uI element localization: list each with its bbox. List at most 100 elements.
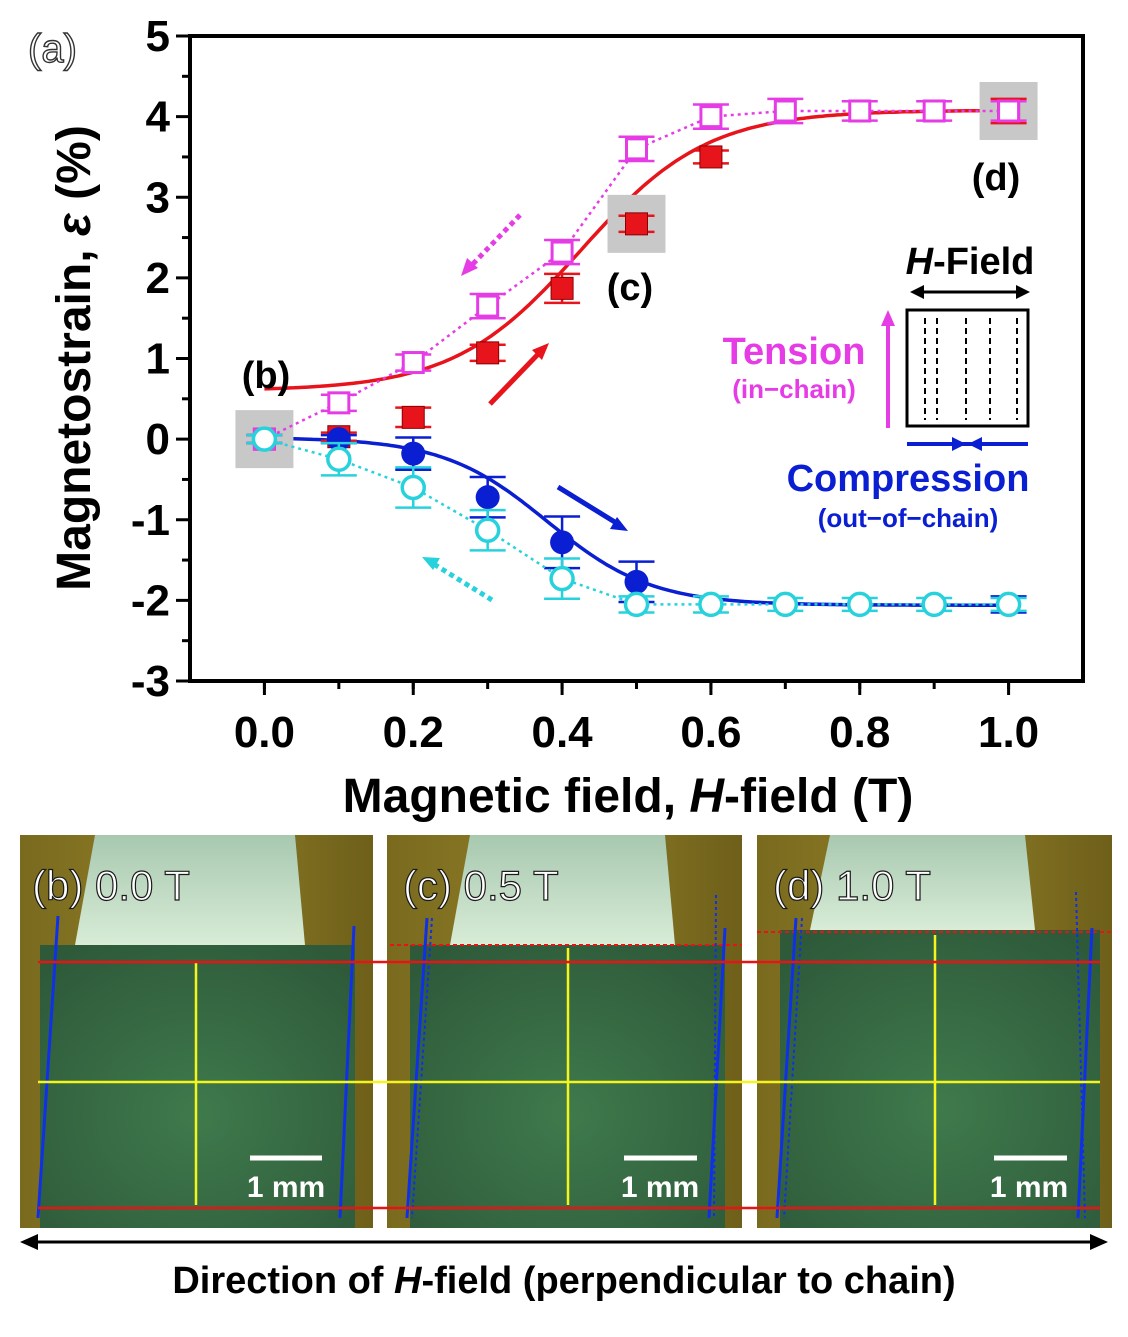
- data-point: [251, 426, 278, 452]
- data-point: [476, 294, 500, 318]
- data-point: [550, 276, 574, 300]
- photo-c-blue-left: [405, 917, 429, 1219]
- y-tick-label: 3: [146, 173, 170, 222]
- data-point: [401, 441, 426, 466]
- photo-b-blue-left: [36, 915, 60, 1219]
- data-point: [699, 145, 723, 169]
- data-point: [922, 99, 946, 123]
- point-label-c: (c): [607, 267, 653, 309]
- data-point: [326, 427, 351, 452]
- point-label-b: (b): [242, 355, 291, 397]
- photo-c-top-plate: [450, 835, 675, 945]
- arrow-compression-increasing: [556, 484, 620, 527]
- data-point: [623, 591, 650, 618]
- inset-compression-head-left: [952, 437, 966, 451]
- data-point: [773, 99, 797, 123]
- y-tick-label: -2: [131, 576, 170, 625]
- inset-tension-arrow-head: [881, 310, 895, 326]
- point-label-d: (d): [972, 157, 1021, 199]
- data-point: [921, 591, 947, 618]
- photo-c-blue-left-dotted: [411, 917, 433, 1219]
- arrow-tension-decreasing-head: [461, 258, 478, 276]
- arrow-compression-decreasing-head: [422, 557, 440, 570]
- x-tick-label: 0.0: [234, 708, 295, 757]
- data-point: [772, 591, 799, 618]
- data-point: [475, 485, 500, 510]
- y-tick-label: 1: [146, 335, 170, 384]
- direction-arrow-left-head: [20, 1234, 38, 1250]
- photo-d-blue-right-dotted: [1075, 891, 1086, 1219]
- photo-d-sample: [780, 930, 1100, 1228]
- data-point: [401, 351, 425, 375]
- data-point: [847, 591, 873, 618]
- x-axis-label: Magnetic field, H-field (T): [343, 770, 914, 823]
- inset-chain-lines: [924, 318, 1018, 420]
- photo-b-sample: [40, 945, 355, 1228]
- photo-c-label: (c) 0.5 T: [403, 862, 559, 909]
- y-tick-label: 2: [146, 254, 170, 303]
- data-point: [400, 474, 426, 501]
- inset-field-label: H-Field: [906, 241, 1035, 283]
- series-line: [264, 437, 1009, 606]
- data-point: [474, 517, 501, 543]
- data-point: [624, 569, 649, 594]
- data-point: [549, 565, 575, 592]
- y-tick-label: 4: [146, 93, 171, 142]
- arrow-tension-decreasing: [468, 213, 522, 269]
- data-point: [997, 99, 1021, 123]
- photo-c-blue-right: [707, 927, 727, 1219]
- x-tick-label: 0.8: [829, 708, 890, 757]
- inset-tension-label: Tension: [723, 331, 866, 373]
- fit-curve: [264, 108, 1009, 391]
- data-point: [995, 591, 1022, 618]
- arrow-tension-increasing-head: [532, 343, 549, 360]
- y-tick-label: 5: [146, 12, 170, 61]
- y-tick-label: 0: [146, 415, 170, 464]
- photo-panel-c: (c) 0.5 T 1 mm: [387, 835, 742, 1228]
- panel-label: (a): [28, 27, 77, 71]
- photo-panel-b: (b) 0.0 T 1 mm: [20, 835, 373, 1228]
- y-axis-label: Magnetostrain, ε (%): [48, 125, 101, 591]
- arrow-compression-decreasing: [430, 560, 494, 603]
- data-point: [699, 105, 723, 129]
- data-point: [698, 591, 724, 618]
- data-point: [550, 530, 575, 555]
- x-tick-label: 0.2: [383, 708, 444, 757]
- inset-tension-sublabel: (in−chain): [732, 374, 856, 404]
- photo-d-label: (d) 1.0 T: [773, 862, 931, 909]
- photo-d-blue-right: [1076, 927, 1094, 1219]
- tick-layer: 0.0 0.2 0.4 0.6 0.8 1.0 -3 -2 -1 0 1 2 3 4 5: [131, 12, 1039, 757]
- photo-b-top-plate: [75, 835, 305, 945]
- photo-panel-d: (d) 1.0 T 1 mm: [757, 835, 1112, 1228]
- inset-field-arrow-left-head: [910, 285, 924, 299]
- chart: 0.0 0.2 0.4 0.6 0.8 1.0 -3 -2 -1 0 1 2 3 4 5 Magnetic …: [48, 12, 1085, 823]
- photo-b-scale-label: 1 mm: [247, 1171, 325, 1204]
- data-point: [625, 137, 648, 161]
- highlight-layer: [235, 81, 1038, 469]
- y-tick-label: -1: [131, 496, 170, 545]
- direction-arrow-right-head: [1090, 1234, 1108, 1250]
- photo-b-label: (b) 0.0 T: [32, 862, 190, 909]
- data-point: [326, 446, 352, 473]
- photo-c-scale-label: 1 mm: [621, 1171, 699, 1204]
- inset-field-arrow-right-head: [1016, 285, 1030, 299]
- photo-b-blue-right: [338, 925, 356, 1219]
- photo-d-scale-label: 1 mm: [990, 1171, 1068, 1204]
- photo-d-blue-left-dotted: [783, 917, 803, 1219]
- x-tick-label: 0.4: [531, 708, 593, 757]
- data-point: [476, 341, 500, 365]
- x-tick-label: 0.6: [680, 708, 741, 757]
- inset-schematic: H-Field Tension (in−chain) Compression (…: [723, 241, 1035, 533]
- data-point: [401, 405, 425, 429]
- y-tick-label: -3: [131, 657, 170, 706]
- x-tick-label: 1.0: [978, 708, 1039, 757]
- series-layer: [246, 97, 1027, 618]
- inset-compression-sublabel: (out−of−chain): [818, 503, 999, 533]
- data-point: [625, 212, 648, 236]
- photo-d-blue-left: [775, 917, 798, 1219]
- photo-d-top-plate: [810, 835, 1035, 930]
- data-point: [327, 391, 351, 415]
- arrow-compression-increasing-head: [610, 517, 628, 531]
- arrow-tension-increasing: [488, 345, 547, 406]
